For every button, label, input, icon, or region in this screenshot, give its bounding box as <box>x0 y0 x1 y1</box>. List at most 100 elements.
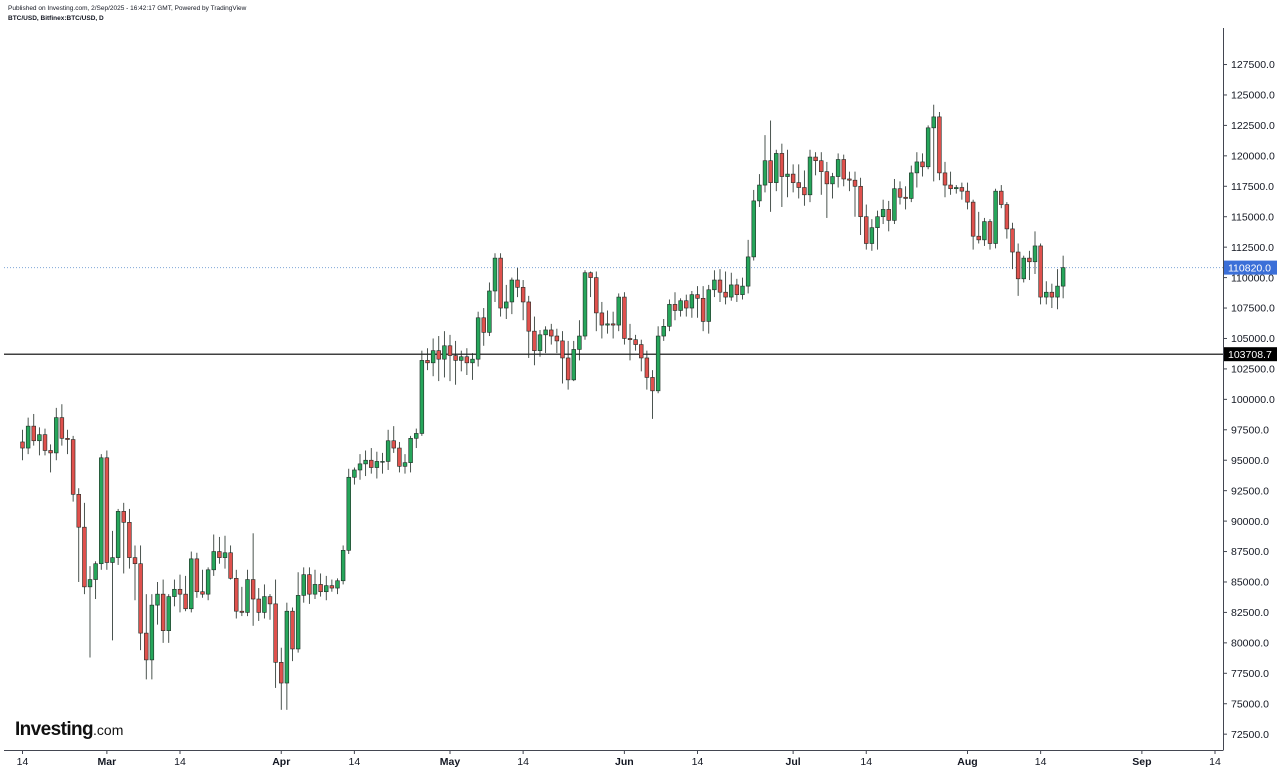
candle-body-98 <box>571 349 576 381</box>
candle-body-48 <box>290 610 295 650</box>
candle-body-37 <box>228 552 233 579</box>
x-tick-label-10: 14 <box>860 756 872 768</box>
published-note: Published on Investing.com, 2/Sep/2025 -… <box>8 5 247 12</box>
candle-body-45 <box>273 603 278 663</box>
candle-body-43 <box>262 596 267 613</box>
candle-body-108 <box>627 338 633 340</box>
candle-body-157 <box>903 196 908 199</box>
candle-body-163 <box>937 116 942 174</box>
candle-body-84 <box>492 257 498 292</box>
candle-body-126 <box>729 284 734 298</box>
x-tick-label-6: 14 <box>517 756 529 768</box>
candle-body-35 <box>217 551 222 558</box>
y-tick-label-5: 85000.0 <box>1231 577 1269 589</box>
candle-body-24 <box>155 593 160 606</box>
candle-body-89 <box>520 287 526 303</box>
candle-body-30 <box>189 558 194 610</box>
y-tick-label-7: 90000.0 <box>1231 516 1269 528</box>
candle-body-154 <box>886 209 891 221</box>
candle-body-39 <box>239 610 245 613</box>
candle-body-144 <box>830 176 835 185</box>
candle-body-79 <box>464 356 470 364</box>
y-tick-label-22: 127500.0 <box>1231 59 1275 71</box>
candle-body-22 <box>144 632 149 661</box>
candle-body-123 <box>712 279 717 291</box>
candle-body-36 <box>222 552 228 558</box>
candle-body-18 <box>121 511 126 523</box>
candle-body-137 <box>790 173 796 183</box>
y-tick-label-13: 105000.0 <box>1231 333 1275 345</box>
candle-body-33 <box>205 569 211 595</box>
x-tick-label-4: 14 <box>349 756 361 768</box>
candle-body-17 <box>115 511 121 558</box>
candle-body-135 <box>779 153 785 177</box>
y-tick-label-19: 120000.0 <box>1231 151 1275 163</box>
candle-body-129 <box>745 256 751 287</box>
x-tick-label-8: 14 <box>692 756 704 768</box>
candle-body-185 <box>1060 267 1066 287</box>
x-tick-label-14: 14 <box>1209 756 1221 768</box>
candle-body-97 <box>565 357 571 381</box>
candle-body-142 <box>819 160 824 172</box>
x-tick-label-0: 14 <box>17 756 29 768</box>
candles-group <box>20 104 1066 710</box>
candle-body-151 <box>869 227 875 244</box>
candle-body-75 <box>442 345 447 360</box>
support-price-label: 103708.7 <box>1228 349 1272 361</box>
candle-body-65 <box>385 440 391 462</box>
candle-body-13 <box>93 563 98 580</box>
candle-body-94 <box>549 329 554 337</box>
candle-body-145 <box>835 159 841 177</box>
candle-body-106 <box>616 296 621 326</box>
candle-body-132 <box>762 160 768 186</box>
candle-body-173 <box>993 190 998 244</box>
y-tick-label-21: 125000.0 <box>1231 90 1275 102</box>
chart-header: Published on Investing.com, 2/Sep/2025 -… <box>8 4 246 24</box>
candle-body-47 <box>284 610 290 684</box>
candle-body-184 <box>1055 285 1060 298</box>
y-tick-label-15: 110000.0 <box>1231 272 1274 284</box>
y-tick-label-2: 77500.0 <box>1231 668 1269 680</box>
candle-body-122 <box>706 289 711 322</box>
candle-body-119 <box>689 294 695 309</box>
x-tick-label-2: 14 <box>174 756 186 768</box>
candle-body-172 <box>987 221 993 244</box>
candle-body-136 <box>785 173 790 177</box>
candle-body-138 <box>796 182 801 188</box>
y-tick-label-18: 117500.0 <box>1231 181 1274 193</box>
candle-body-91 <box>532 330 537 351</box>
candle-body-60 <box>357 463 363 471</box>
candle-body-6 <box>54 417 59 454</box>
candle-body-0 <box>20 441 25 449</box>
candle-body-74 <box>436 350 441 360</box>
candle-body-164 <box>942 172 948 186</box>
candle-body-19 <box>127 522 132 558</box>
candle-body-51 <box>307 574 312 595</box>
candle-body-49 <box>295 595 301 650</box>
candle-body-14 <box>99 457 104 565</box>
candle-body-96 <box>560 340 565 359</box>
candle-body-130 <box>751 200 756 258</box>
candle-body-148 <box>852 179 858 187</box>
candle-body-31 <box>194 558 200 593</box>
candle-body-176 <box>1010 228 1015 253</box>
y-tick-label-11: 100000.0 <box>1231 394 1275 406</box>
candle-body-161 <box>925 127 931 168</box>
candle-body-72 <box>425 360 430 364</box>
candle-body-102 <box>594 277 599 314</box>
logo-suffix: .com <box>93 722 124 738</box>
candle-body-76 <box>447 345 453 356</box>
candle-body-149 <box>858 185 863 218</box>
candle-body-90 <box>526 301 531 332</box>
candle-body-86 <box>504 301 509 309</box>
candle-body-62 <box>369 459 374 468</box>
candle-body-81 <box>475 317 481 360</box>
candle-body-103 <box>599 312 605 326</box>
candle-body-169 <box>970 201 976 237</box>
candle-body-59 <box>352 469 357 478</box>
candle-body-73 <box>430 350 436 364</box>
candle-body-120 <box>695 294 700 299</box>
candle-body-61 <box>363 459 368 465</box>
candle-body-168 <box>965 190 970 203</box>
